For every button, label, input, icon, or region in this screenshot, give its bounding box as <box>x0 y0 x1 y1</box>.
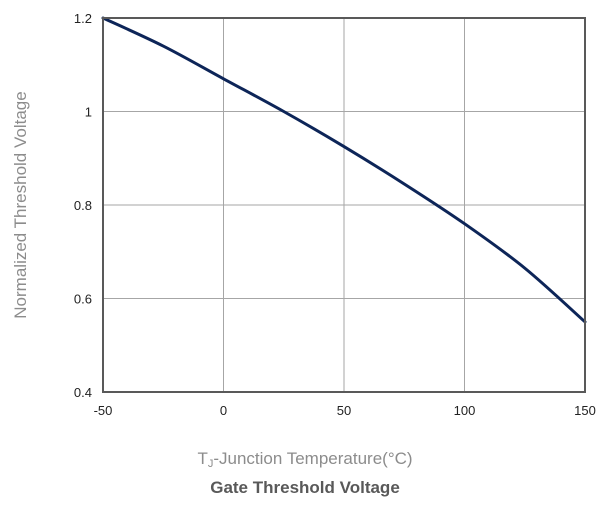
x-tick-label: 0 <box>220 403 227 418</box>
y-tick-label: 0.4 <box>74 385 92 400</box>
series-line <box>101 16 587 324</box>
x-axis-label: TJ-Junction Temperature(°C) <box>197 449 412 470</box>
chart-title: Gate Threshold Voltage <box>210 478 400 497</box>
y-tick-label: 1 <box>85 105 92 120</box>
x-axis-label-rest: -Junction Temperature(°C) <box>213 449 412 468</box>
x-tick-label: 150 <box>574 403 596 418</box>
x-tick-labels: -50 0 50 100 150 <box>94 403 596 418</box>
x-tick-label: 50 <box>337 403 351 418</box>
grid <box>102 17 586 393</box>
x-axis-label-subscript: J <box>208 458 214 470</box>
series-group <box>101 16 587 324</box>
y-tick-label: 0.6 <box>74 292 92 307</box>
x-axis-label-prefix: T <box>197 449 207 468</box>
y-tick-labels: 0.4 0.6 0.8 1 1.2 <box>74 11 92 400</box>
y-axis-label: Normalized Threshold Voltage <box>11 91 30 318</box>
x-tick-label: 100 <box>454 403 476 418</box>
y-tick-label: 0.8 <box>74 198 92 213</box>
y-tick-label: 1.2 <box>74 11 92 26</box>
x-tick-label: -50 <box>94 403 113 418</box>
plot-frame <box>102 17 586 393</box>
